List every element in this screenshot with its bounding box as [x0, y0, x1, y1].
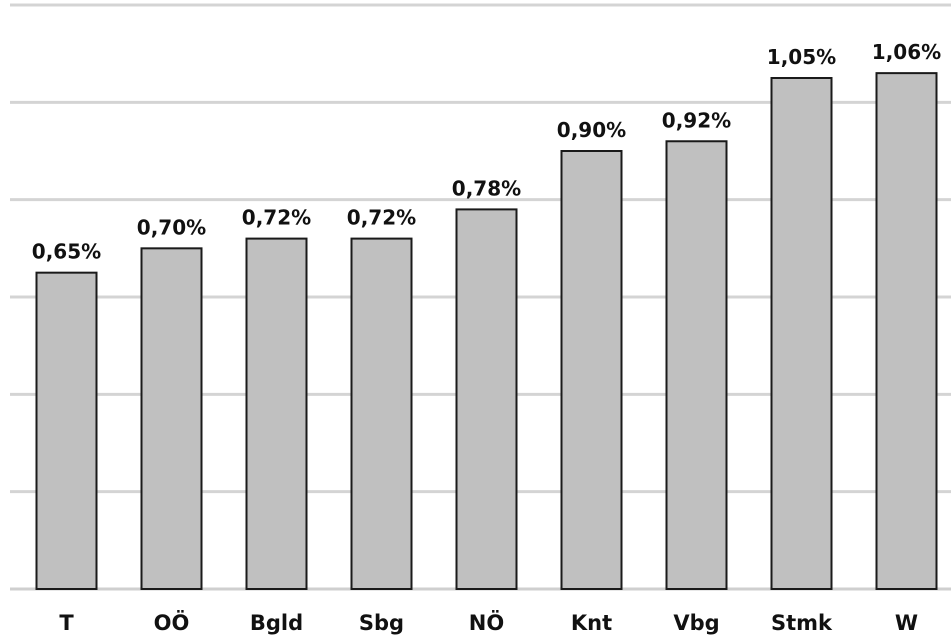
- x-tick-label-Bgld: Bgld: [250, 611, 303, 635]
- bars: [35, 72, 938, 590]
- x-tick-label-Vbg: Vbg: [673, 611, 719, 635]
- x-tick-label-W: W: [895, 611, 918, 635]
- bar-Bgld: [245, 237, 308, 590]
- x-tick-label-OÖ: OÖ: [154, 610, 190, 635]
- value-label-Sbg: 0,72%: [347, 206, 416, 230]
- bar-Sbg: [350, 237, 413, 590]
- value-label-Bgld: 0,72%: [242, 206, 311, 230]
- value-label-W: 1,06%: [872, 40, 941, 64]
- x-tick-label-Stmk: Stmk: [771, 611, 833, 635]
- bar-Knt: [560, 150, 623, 590]
- x-axis-tick-labels: T OÖ Bgld Sbg NÖ Knt Vbg Stmk W: [59, 610, 918, 635]
- value-label-Stmk: 1,05%: [767, 45, 836, 69]
- bar-T: [35, 271, 98, 590]
- bar-OÖ: [140, 247, 203, 590]
- value-labels: 0,65% 0,70% 0,72% 0,72% 0,78% 0,90% 0,92% 1,05%…: [32, 40, 941, 264]
- value-label-Knt: 0,90%: [557, 118, 626, 142]
- bar-Vbg: [665, 140, 728, 590]
- value-label-NÖ: 0,78%: [452, 176, 521, 200]
- value-label-OÖ: 0,70%: [137, 215, 206, 239]
- bar-W: [875, 72, 938, 590]
- value-label-Vbg: 0,92%: [662, 108, 731, 132]
- bar-NÖ: [455, 208, 518, 590]
- x-tick-label-T: T: [59, 611, 74, 635]
- x-tick-label-Sbg: Sbg: [359, 611, 404, 635]
- value-label-T: 0,65%: [32, 240, 101, 264]
- bar-Stmk: [770, 77, 833, 590]
- x-tick-label-Knt: Knt: [571, 611, 612, 635]
- x-tick-label-NÖ: NÖ: [469, 610, 504, 635]
